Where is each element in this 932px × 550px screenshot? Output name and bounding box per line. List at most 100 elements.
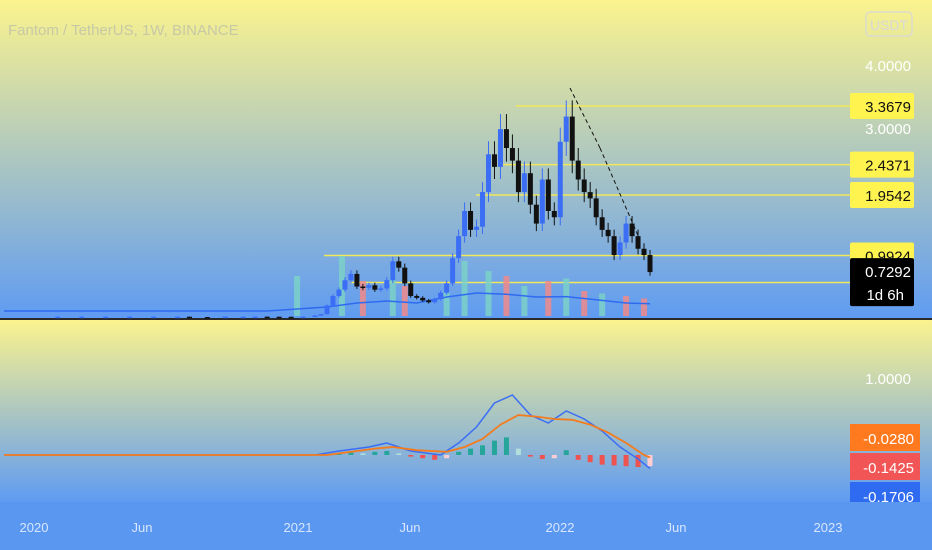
macd-hist-bar [408,455,414,457]
candle-body [497,129,503,167]
macd-hist-bar [491,440,497,455]
candle-body [432,299,438,303]
time-axis-label: 2023 [814,520,843,535]
macd-pane-background [0,320,932,502]
macd-axis[interactable]: 1.0000 -0.0280 -0.1425 -0.1706 [850,371,932,550]
macd-hist-bar [551,455,557,459]
candle-body [647,255,653,273]
candle-body [509,148,515,161]
time-axis-label: Jun [400,520,421,535]
macd-hist-bar [432,455,438,460]
candle-body [581,179,587,193]
volume-bar [359,281,366,316]
macd-hist-bar [539,455,545,459]
price-axis[interactable]: 4.0000 3.0000 [865,58,911,138]
time-axis-label: 2020 [20,520,49,535]
price-tag-label: 3.3679 [865,99,911,116]
macd-hist-bar [360,453,366,455]
candle-body [569,116,575,161]
macd-axis-tick: 1.0000 [865,371,911,388]
candle-body [474,226,480,230]
candle-body [486,154,491,193]
candle-body [204,317,210,319]
volume-bar [641,298,648,316]
candle-body [438,292,444,300]
volume-bar [503,276,510,316]
last-price-tag-bg [850,258,914,307]
candle-body [378,288,384,290]
candle-body [300,316,306,319]
candle-body [533,204,539,224]
candle-body [342,280,348,290]
volume-bar [461,261,468,316]
macd-hist-bar [503,437,509,455]
candle-body [276,316,282,319]
trend-line-segment[interactable] [599,147,641,241]
candle-body [312,315,318,317]
time-axis-background[interactable] [0,502,932,550]
volume-bar [294,276,301,316]
candle-body [151,316,157,319]
pane-divider[interactable] [0,318,932,320]
price-tag-label: 1.9542 [865,188,911,205]
candle-body [240,316,246,319]
macd-hist-bar [623,455,629,467]
candle-body [593,198,599,218]
macd-histogram [336,437,653,467]
macd-value-label: -0.1706 [863,489,914,506]
bar-countdown-label: 1d 6h [866,287,904,304]
time-axis-label: Jun [666,520,687,535]
candle-body [521,173,527,193]
macd-hist-bar [468,448,474,455]
volume-bar [623,296,630,316]
candle-body [420,297,426,301]
candle-body [252,316,258,319]
macd-hist-bar [396,453,402,455]
time-axis-label: 2022 [546,520,575,535]
macd-hist-bar [384,451,390,455]
macd-hist-bar [611,455,617,466]
candle-body [324,305,330,315]
trend-lines [569,87,641,241]
candle-body [444,283,450,293]
currency-button[interactable]: USDT [865,11,913,37]
candle-body [426,300,432,303]
currency-button-label: USDT [870,17,909,33]
candle-body [551,210,557,218]
volume-bar [389,266,396,316]
volume-bar [545,281,552,316]
macd-hist-bar [372,451,378,455]
candle-body [563,116,569,142]
macd-hist-bar [587,455,593,463]
price-axis-tick: 4.0000 [865,58,911,75]
signal-value-tag [850,424,920,451]
histogram-value-label: -0.1425 [863,460,914,477]
time-axis-labels: 2020 Jun 2021 Jun 2022 Jun 2023 [20,520,843,535]
candle-body [390,261,396,281]
volume-ma-line [4,292,651,312]
volume-bar [338,256,345,316]
candle-body [503,129,509,149]
candle-body [288,316,294,319]
macd-hist-bar [647,455,653,467]
candle-body [79,316,85,319]
candle-body [623,223,629,243]
macd-hist-bar [563,450,569,455]
candle-body [336,289,342,296]
candle-body [462,210,468,237]
candle-body [480,192,486,227]
time-axis-label: 2021 [284,520,313,535]
signal-line [4,414,651,459]
candle-body [491,154,497,167]
candle-body [348,273,354,281]
candle-body [384,280,390,289]
last-price-label: 0.7292 [865,264,911,281]
axis-corner [850,502,932,550]
candle-body [174,316,180,319]
macd-hist-bar [599,455,605,465]
macd-hist-bar [480,445,486,455]
time-axis-label: Jun [132,520,153,535]
candle-body [186,316,192,319]
